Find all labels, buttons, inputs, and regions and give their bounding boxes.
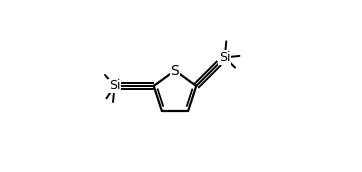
Text: Si: Si — [219, 51, 231, 64]
Text: Si: Si — [109, 79, 120, 93]
Text: S: S — [171, 63, 179, 78]
